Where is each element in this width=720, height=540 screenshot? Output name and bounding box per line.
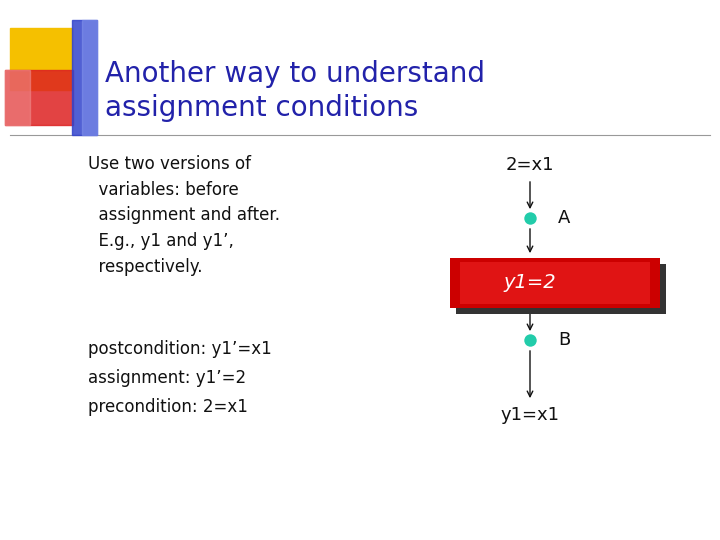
Bar	[10, 28, 72, 90]
Text: A: A	[558, 209, 570, 227]
Bar	[82, 20, 97, 135]
Text: B: B	[558, 331, 570, 349]
Point	[524, 214, 536, 222]
Text: Use two versions of
  variables: before
  assignment and after.
  E.g., y1 and y: Use two versions of variables: before as…	[88, 155, 280, 276]
Text: y1=2: y1=2	[504, 273, 557, 293]
Bar	[5, 70, 73, 125]
FancyBboxPatch shape	[450, 258, 660, 308]
FancyBboxPatch shape	[456, 264, 666, 314]
Text: y1=x1: y1=x1	[500, 406, 559, 424]
Text: Another way to understand
assignment conditions: Another way to understand assignment con…	[105, 60, 485, 122]
Text: 2=x1: 2=x1	[505, 156, 554, 174]
FancyBboxPatch shape	[460, 262, 650, 304]
Bar	[5, 70, 30, 125]
Text: postcondition: y1’=x1
assignment: y1’=2
precondition: 2=x1: postcondition: y1’=x1 assignment: y1’=2 …	[88, 340, 271, 416]
Bar	[72, 20, 97, 135]
Point	[524, 336, 536, 345]
